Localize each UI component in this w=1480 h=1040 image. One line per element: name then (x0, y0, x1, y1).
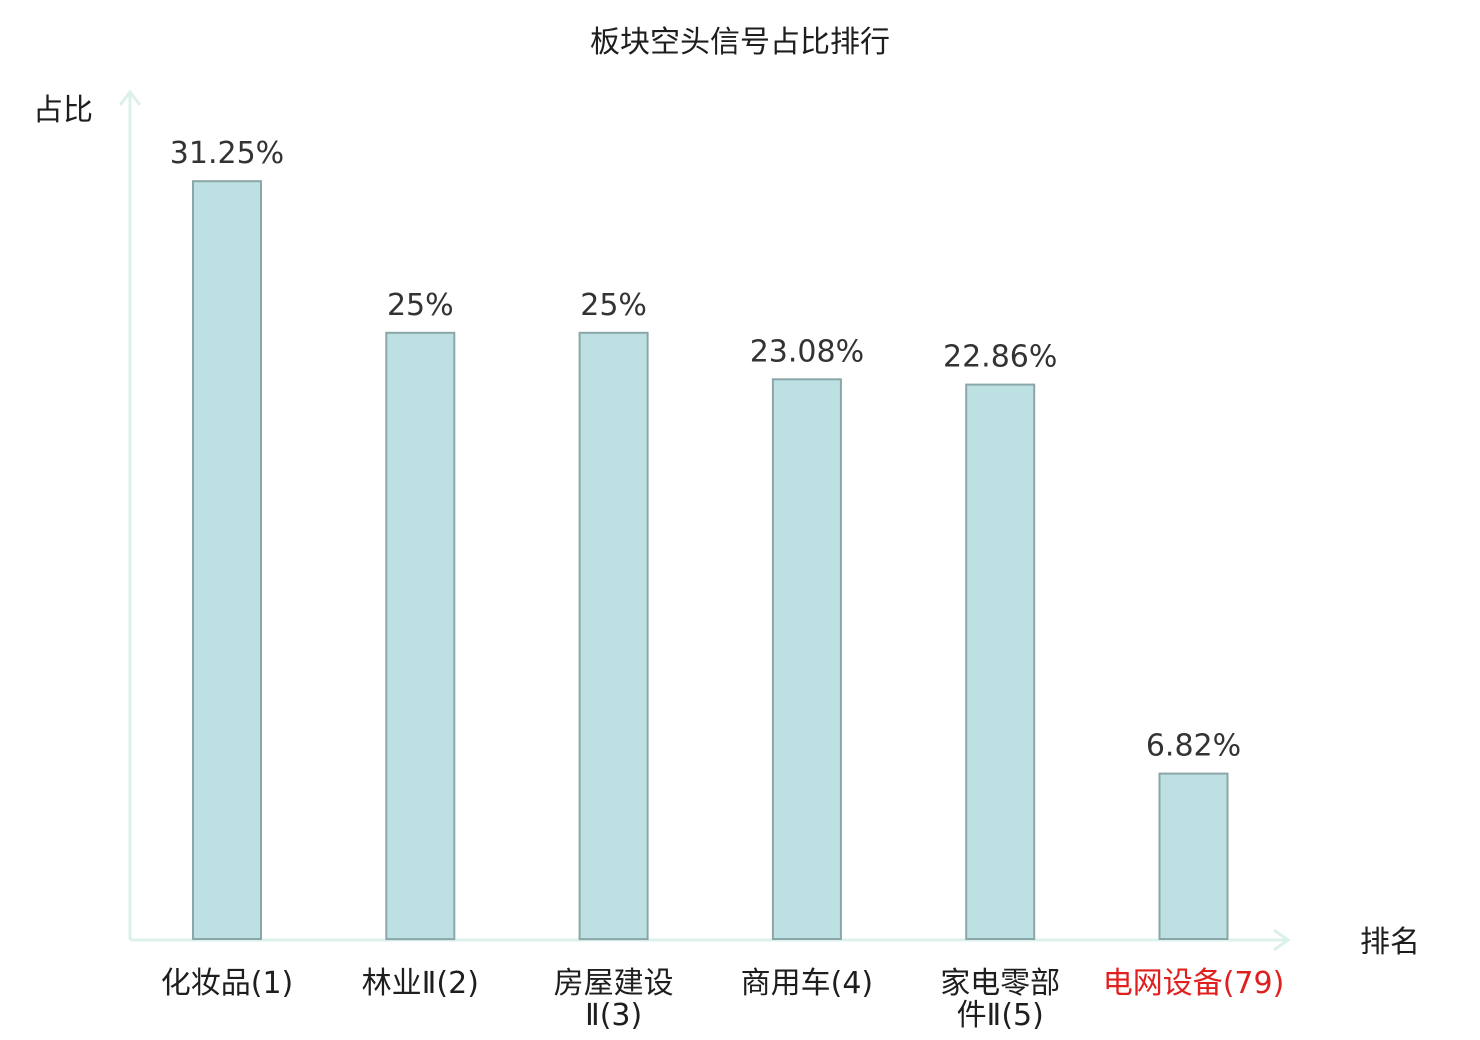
y-axis-arrow (118, 89, 142, 106)
category-label-6: 电网设备(79) (1103, 966, 1285, 1001)
value-label-3: 25% (580, 288, 647, 323)
chart-title: 板块空头信号占比排行 (590, 25, 890, 60)
bar-2 (385, 331, 456, 941)
category-label-1: 化妆品(1) (161, 966, 294, 1001)
value-label-5: 22.86% (943, 340, 1057, 375)
bar-5 (965, 383, 1036, 941)
value-label-1: 31.25% (170, 136, 284, 171)
category-label-2: 林业Ⅱ(2) (362, 966, 479, 1001)
category-label-3: 房屋建设 Ⅱ(3) (554, 966, 674, 1033)
category-labels-group: 化妆品(1) 林业Ⅱ(2) 房屋建设 Ⅱ(3) 商用车(4) 家电零部件Ⅱ(5) 电网设备(… (161, 966, 1285, 1033)
value-labels-group: 31.25% 25% 25% 23.08% 22.86% 6.82% (170, 136, 1241, 763)
x-axis-arrow (1273, 928, 1291, 952)
y-axis-label: 占比 (33, 93, 93, 128)
category-label-5: 家电零部件Ⅱ(5) (940, 966, 1060, 1033)
category-label-4: 商用车(4) (741, 966, 874, 1001)
bar-3 (578, 331, 649, 941)
bars-group (192, 180, 1229, 941)
x-axis-label: 排名 (1360, 925, 1420, 960)
value-label-6: 6.82% (1146, 729, 1241, 764)
bar-4 (771, 378, 842, 940)
value-label-2: 25% (387, 288, 454, 323)
bar-6 (1158, 772, 1229, 940)
bar-1 (192, 180, 262, 940)
value-label-4: 23.08% (750, 334, 864, 369)
